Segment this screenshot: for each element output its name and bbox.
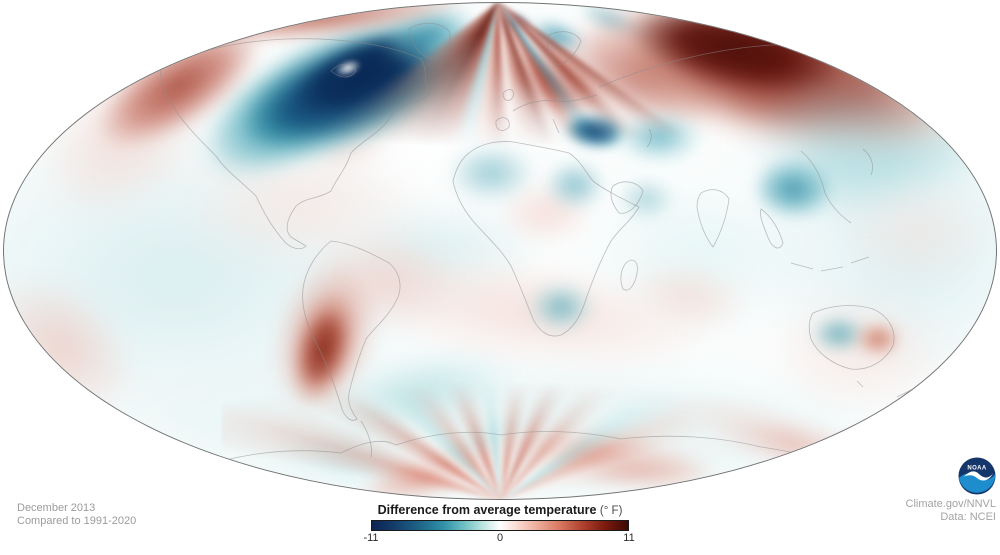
anomaly-layer bbox=[4, 3, 996, 499]
credits: Climate.gov/NNVL Data: NCEI bbox=[906, 498, 996, 523]
pole-fan-north-pole bbox=[258, 3, 738, 151]
legend-min-label: -11 bbox=[363, 532, 379, 544]
legend-max-label: 11 bbox=[623, 532, 635, 544]
outline-hudson-bay bbox=[330, 63, 357, 78]
outline-china-coast bbox=[800, 150, 852, 224]
caption-baseline: Compared to 1991-2020 bbox=[17, 514, 137, 527]
noaa-logo-gull-icon bbox=[964, 471, 993, 481]
legend-mid-label: 0 bbox=[496, 532, 504, 544]
anomaly-teal-nw-africa bbox=[447, 145, 535, 201]
credit-source: Climate.gov/NNVL bbox=[905, 498, 996, 510]
outline-north-america bbox=[160, 38, 432, 250]
outline-new-zealand bbox=[886, 388, 914, 410]
outline-japan bbox=[862, 148, 873, 176]
outline-tasmania bbox=[856, 380, 864, 388]
outline-africa bbox=[452, 141, 640, 337]
outline-italy bbox=[552, 118, 560, 134]
outline-caspian bbox=[646, 128, 652, 148]
legend-title-text: Difference from average temperature bbox=[377, 503, 597, 517]
outline-indonesia bbox=[790, 256, 870, 272]
world-map bbox=[3, 2, 997, 500]
anomaly-teal-egypt-sudan bbox=[545, 161, 605, 209]
outline-iberia bbox=[495, 117, 510, 131]
map-caption: December 2013 Compared to 1991-2020 bbox=[17, 502, 136, 527]
outline-greenland bbox=[408, 22, 451, 60]
legend-title: Difference from average temperature (° F… bbox=[352, 503, 648, 517]
caption-period: December 2013 bbox=[17, 502, 96, 514]
outline-south-america bbox=[302, 240, 401, 421]
legend-unit: (° F) bbox=[599, 505, 623, 517]
outline-scandinavia bbox=[547, 31, 582, 66]
continent-outlines bbox=[160, 22, 914, 470]
outline-europe-mainland bbox=[512, 94, 598, 112]
outline-uk bbox=[502, 89, 514, 101]
legend: Difference from average temperature (° F… bbox=[352, 503, 648, 545]
legend-labels: -11 0 11 bbox=[363, 532, 634, 545]
outline-australia bbox=[808, 305, 895, 370]
anomaly-teal-east-asia-broad bbox=[744, 71, 934, 215]
noaa-logo-wave bbox=[958, 473, 996, 493]
outline-arabia bbox=[610, 181, 644, 214]
outline-india bbox=[696, 189, 730, 248]
outline-antarctic-peninsula bbox=[360, 420, 372, 458]
legend-colorbar bbox=[371, 520, 629, 531]
credit-data: Data: NCEI bbox=[940, 510, 996, 523]
outline-se-asia bbox=[760, 208, 784, 249]
noaa-logo: NOAA bbox=[958, 457, 996, 495]
noaa-logo-text: NOAA bbox=[967, 466, 987, 472]
outline-siberia-coast bbox=[598, 44, 892, 88]
outline-madagascar bbox=[620, 259, 638, 291]
outline-antarctica bbox=[195, 431, 852, 470]
